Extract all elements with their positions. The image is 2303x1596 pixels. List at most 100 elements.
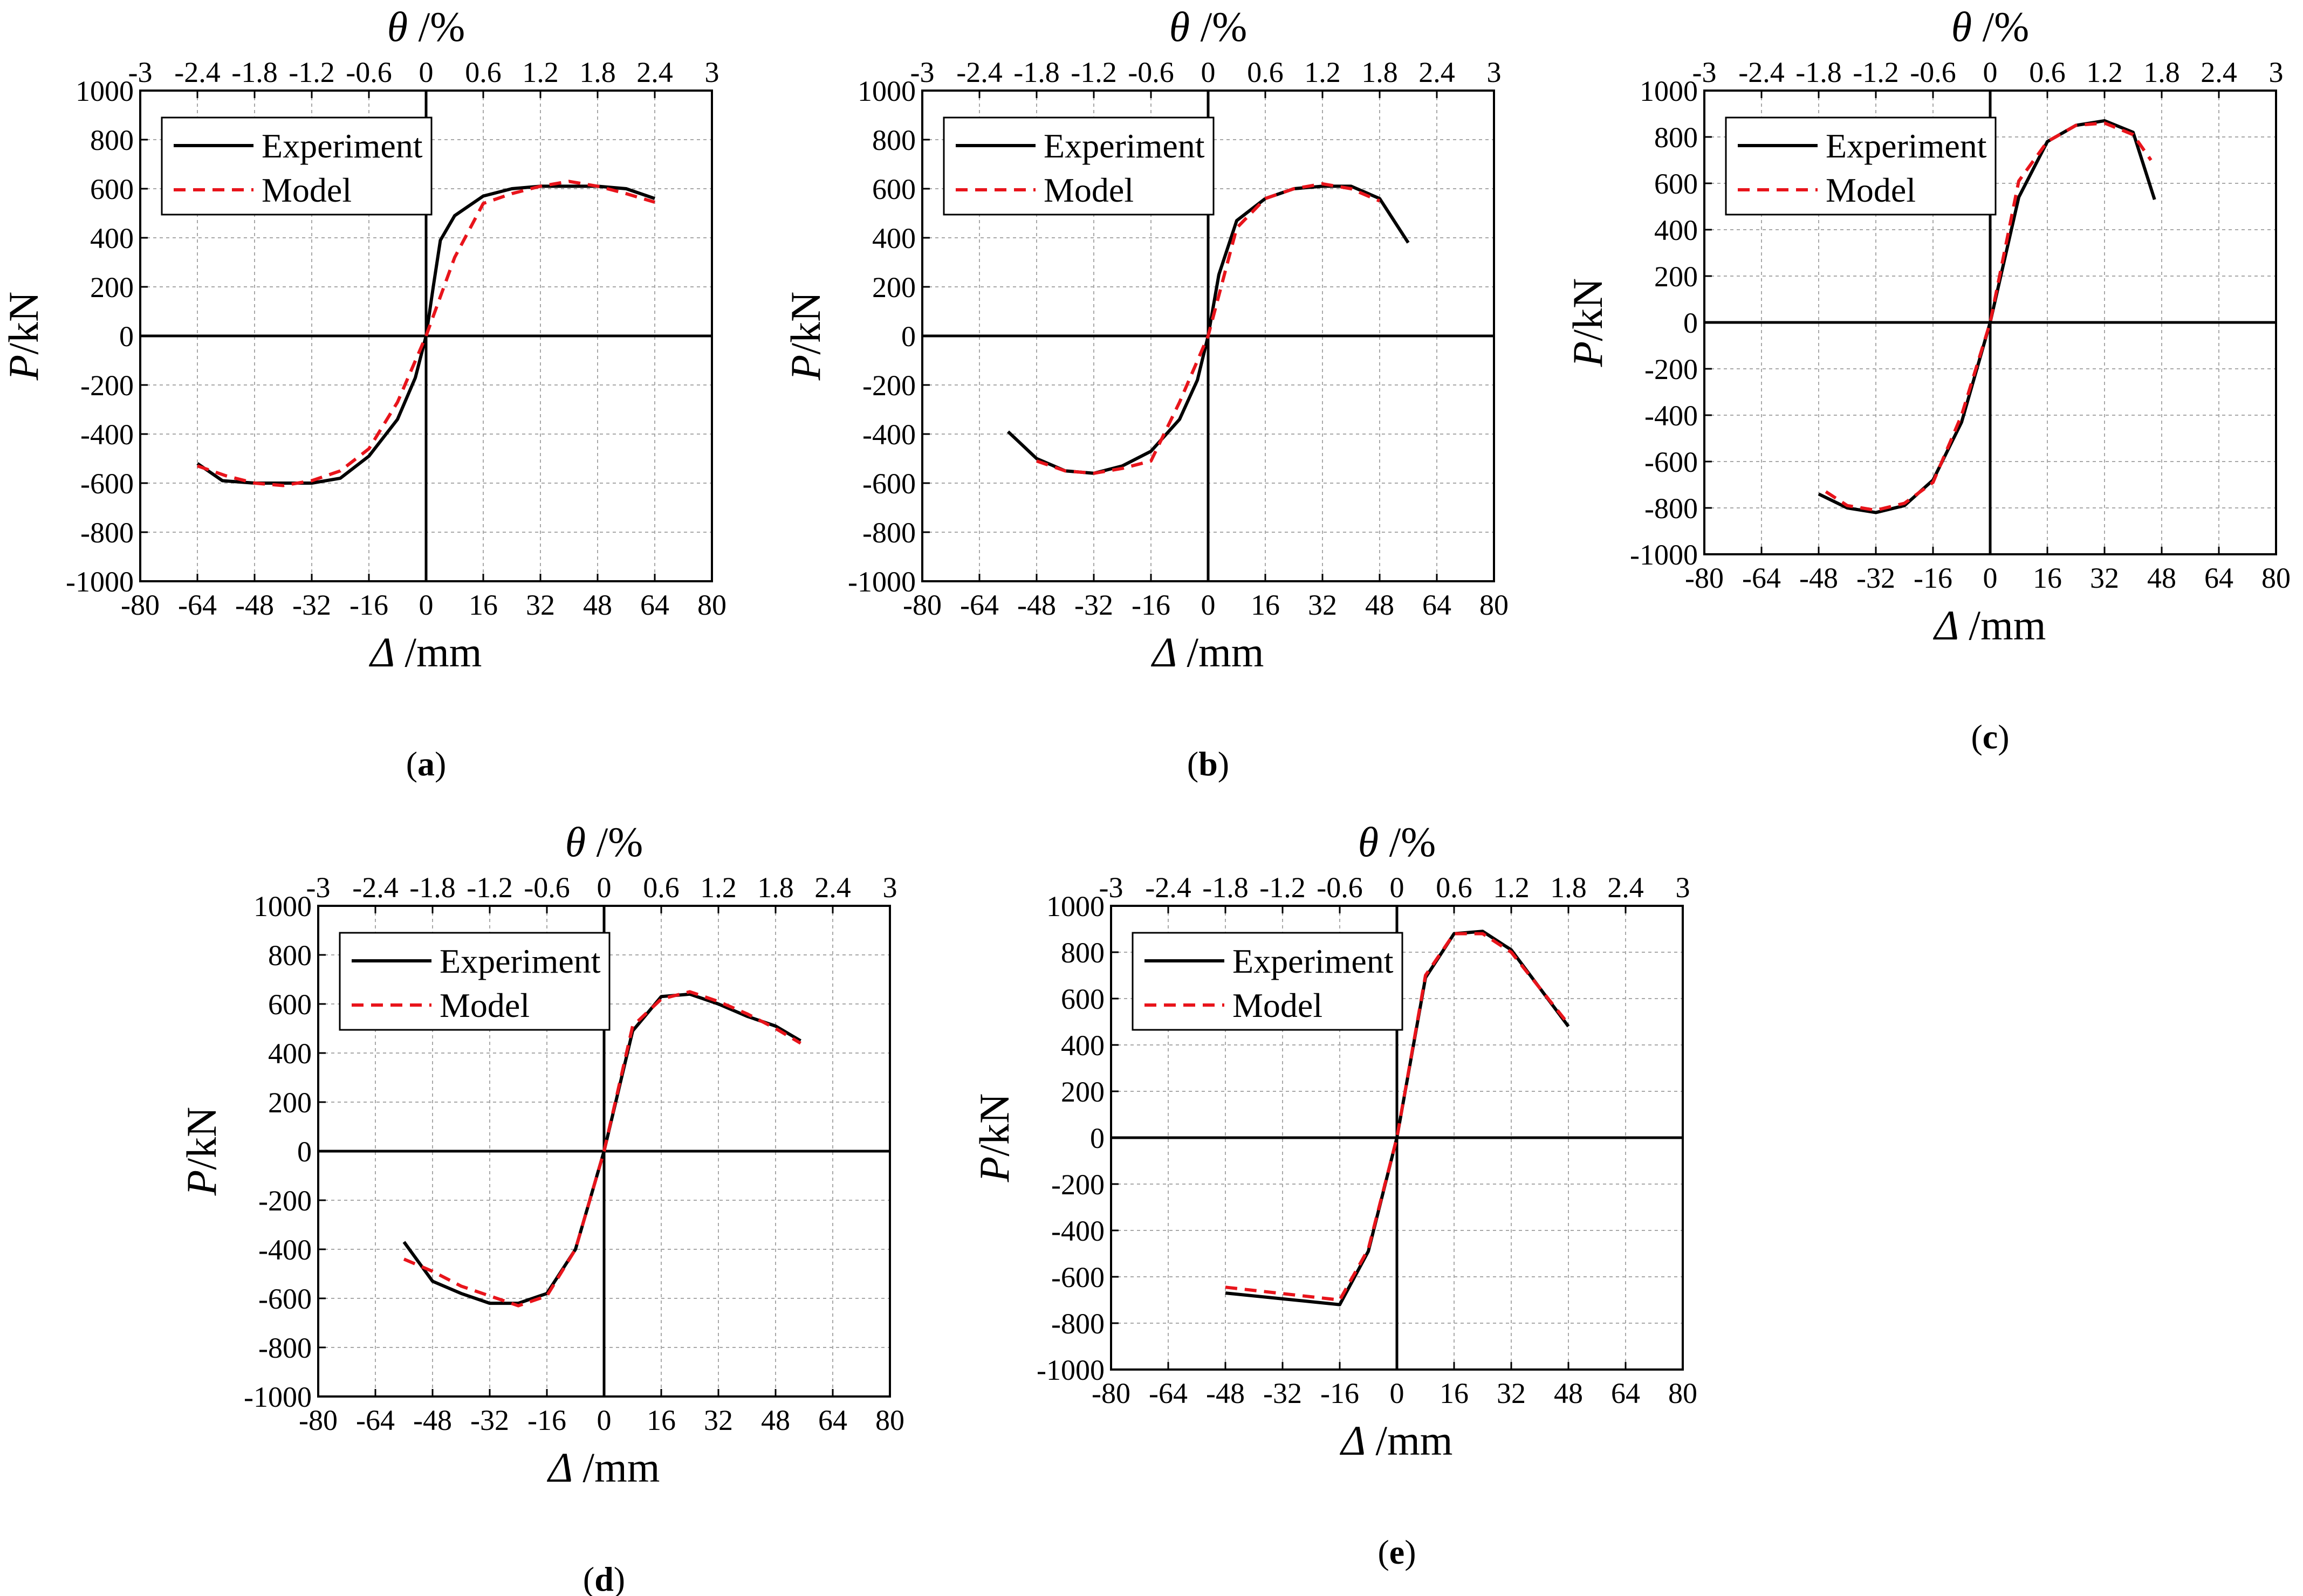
y-axis-title: P/kN [782, 292, 829, 381]
x-tick-label: -32 [1856, 562, 1895, 594]
x-tick-label: 80 [1668, 1377, 1697, 1409]
x2-axis-title-symbol: θ [387, 3, 419, 50]
x-tick-label: 16 [469, 589, 498, 621]
x2-tick-label: -2.4 [174, 56, 220, 88]
x-tick-label: 80 [875, 1404, 904, 1436]
x-tick-label: 32 [526, 589, 555, 621]
y-tick-label: 200 [90, 271, 134, 304]
x-tick-label: 64 [818, 1404, 847, 1436]
y-axis-title-unit: /kN [178, 1107, 225, 1170]
x-tick-label: -80 [903, 589, 942, 621]
panel-label-close: ) [1998, 718, 2009, 756]
x2-tick-label: 0 [1201, 56, 1216, 88]
x-tick-label: 0 [1201, 589, 1216, 621]
y-tick-label: -400 [258, 1234, 312, 1266]
x-tick-label: 0 [597, 1404, 612, 1436]
x2-tick-label: -1.2 [1259, 871, 1305, 904]
y-axis-title-symbol: P [782, 355, 829, 381]
x-tick-label: -80 [299, 1404, 338, 1436]
x2-axis-title-symbol: θ [1358, 818, 1389, 865]
series-experiment-line [1818, 119, 2156, 514]
x2-axis-title: θ /% [387, 3, 465, 50]
x2-tick-label: 1.8 [2143, 56, 2180, 88]
x2-axis-title-symbol: θ [1951, 3, 1983, 50]
x2-tick-label: 0.6 [1436, 871, 1472, 904]
series-experiment-line [196, 184, 655, 485]
panel-label: (d) [583, 1560, 625, 1596]
y-axis-title-symbol: P [0, 355, 47, 381]
legend-label-experiment: Experiment [1044, 127, 1205, 165]
x-tick-label: -64 [960, 589, 999, 621]
x-tick-label: -80 [1685, 562, 1724, 594]
panel-label: (c) [1971, 718, 2009, 756]
y-axis-title-unit: /kN [1564, 278, 1611, 341]
x2-tick-label: 3 [2269, 56, 2284, 88]
y-tick-label: -200 [258, 1185, 312, 1217]
y-tick-label: -1000 [1037, 1354, 1105, 1386]
legend-label-model: Model [440, 986, 530, 1024]
y-axis-title: P/kN [971, 1093, 1018, 1183]
x-axis-title: Δ /mm [369, 629, 482, 676]
y-tick-label: -600 [258, 1283, 312, 1315]
y-tick-label: 200 [268, 1086, 312, 1119]
x2-tick-label: -2.4 [352, 871, 398, 904]
x-axis-title: Δ /mm [1151, 629, 1264, 676]
x-tick-label: 16 [647, 1404, 676, 1436]
y-tick-label: -800 [258, 1332, 312, 1364]
x2-tick-label: 0.6 [1247, 56, 1284, 88]
x2-axis-title: θ /% [1358, 818, 1436, 865]
y-tick-label: 600 [872, 173, 916, 205]
legend-label-experiment: Experiment [1232, 942, 1394, 980]
y-tick-label: 800 [872, 124, 916, 156]
chart-a: -80 -64 -48 -32 -16 0 16 32 48 64 80 -1000 -800 -600 -… [0, 3, 726, 783]
legend-box [161, 116, 433, 216]
panel-label-open: ( [1377, 1533, 1389, 1571]
y-tick-label: 400 [872, 222, 916, 254]
x2-axis-title: θ /% [565, 818, 643, 865]
y-tick-label: -600 [1644, 446, 1698, 478]
y-tick-label: 800 [1654, 121, 1698, 154]
y-tick-label: 0 [1090, 1122, 1105, 1154]
x-tick-label: 48 [2147, 562, 2176, 594]
x2-tick-label: 1.8 [1550, 871, 1587, 904]
x-axis-title-unit: /mm [1375, 1417, 1452, 1464]
y-tick-label: -1000 [66, 566, 134, 598]
panel-label-close: ) [1404, 1533, 1416, 1571]
x-axis-title: Δ /mm [547, 1444, 660, 1491]
legend-label-experiment: Experiment [262, 127, 423, 165]
x-tick-label: -64 [1149, 1377, 1188, 1409]
x2-tick-label: -2.4 [1738, 56, 1784, 88]
x-tick-label: -80 [121, 589, 160, 621]
x2-tick-label: -0.6 [346, 56, 392, 88]
x-tick-label: 48 [1365, 589, 1394, 621]
x-tick-label: -16 [1320, 1377, 1359, 1409]
y-tick-label: -400 [862, 418, 916, 451]
panel-label-letter: c [1983, 718, 1998, 756]
x2-tick-label: 3 [1676, 871, 1690, 904]
panel-label: (e) [1377, 1533, 1416, 1571]
y-tick-label: -1000 [244, 1381, 312, 1413]
y-axis-title-symbol: P [178, 1170, 225, 1196]
x-axis-title-symbol: Δ [547, 1444, 583, 1491]
panel-label-close: ) [435, 745, 446, 783]
x2-axis-title-unit: /% [419, 3, 465, 50]
x-tick-label: -16 [527, 1404, 566, 1436]
y-tick-label: -600 [862, 467, 916, 500]
panel-label-letter: a [417, 745, 435, 783]
chart-d: -80 -64 -48 -32 -16 0 16 32 48 64 80 -1000 -800 -600 -… [178, 818, 904, 1596]
x-tick-label: -16 [1132, 589, 1170, 621]
y-tick-label: 800 [268, 939, 312, 972]
x2-axis-title-unit: /% [1201, 3, 1248, 50]
x-tick-label: 32 [1497, 1377, 1526, 1409]
legend-box [1725, 116, 1997, 216]
x-tick-label: 64 [1422, 589, 1451, 621]
x2-tick-label: 1.8 [1361, 56, 1398, 88]
x2-axis-title-symbol: θ [565, 818, 597, 865]
y-axis-title-unit: /kN [0, 292, 47, 355]
x-tick-label: -64 [1742, 562, 1781, 594]
x-tick-label: 64 [1611, 1377, 1640, 1409]
x2-tick-label: 1.2 [700, 871, 737, 904]
x2-tick-label: 2.4 [2201, 56, 2237, 88]
x-tick-label: 80 [2261, 562, 2291, 594]
